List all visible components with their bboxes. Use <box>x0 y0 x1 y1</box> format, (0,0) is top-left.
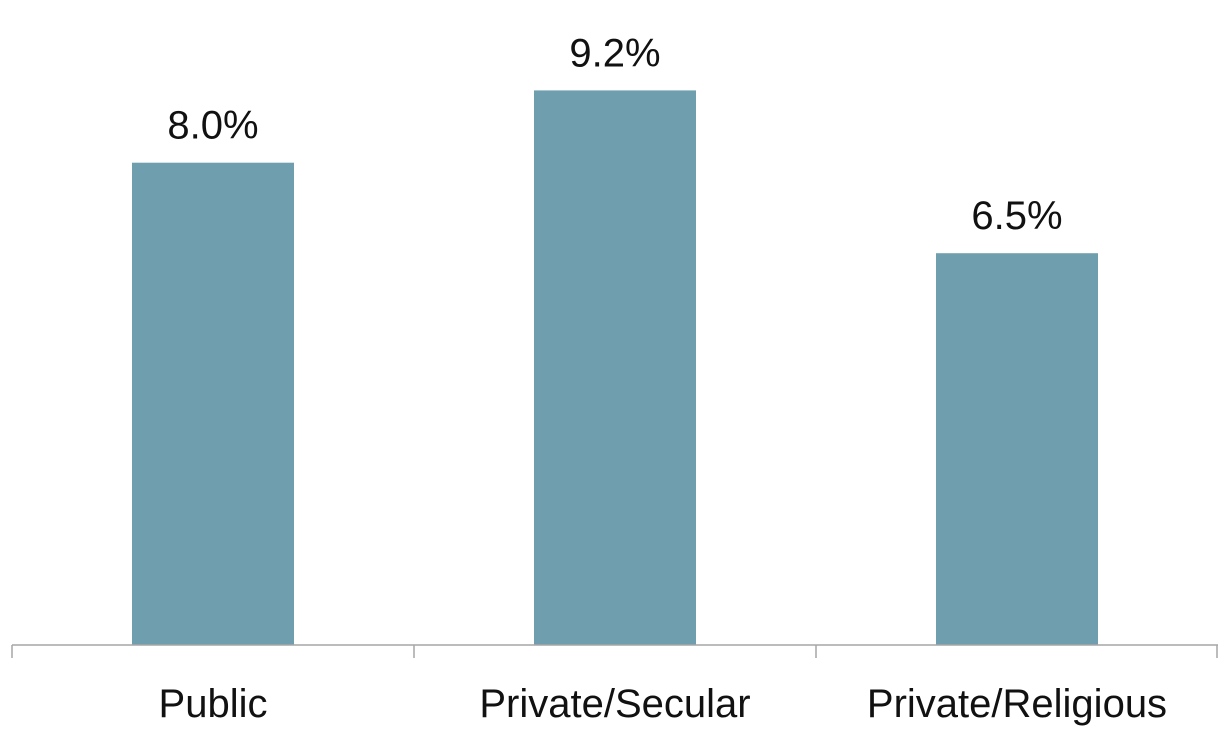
value-label: 9.2% <box>569 31 660 75</box>
bar-private-religious <box>936 253 1098 645</box>
bars-group <box>132 90 1098 645</box>
bar-public <box>132 162 294 645</box>
x-tick-label: Private/Secular <box>479 682 750 726</box>
value-labels-group: 8.0% 9.2% 6.5% <box>167 31 1062 238</box>
x-tick-label: Public <box>159 682 268 726</box>
value-label: 6.5% <box>971 194 1062 238</box>
x-tick-label: Private/Religious <box>867 682 1167 726</box>
x-axis <box>11 644 1218 658</box>
category-labels-group: Public Private/Secular Private/Religious <box>159 682 1168 726</box>
bar-private-secular <box>534 90 696 645</box>
value-label: 8.0% <box>167 104 258 148</box>
